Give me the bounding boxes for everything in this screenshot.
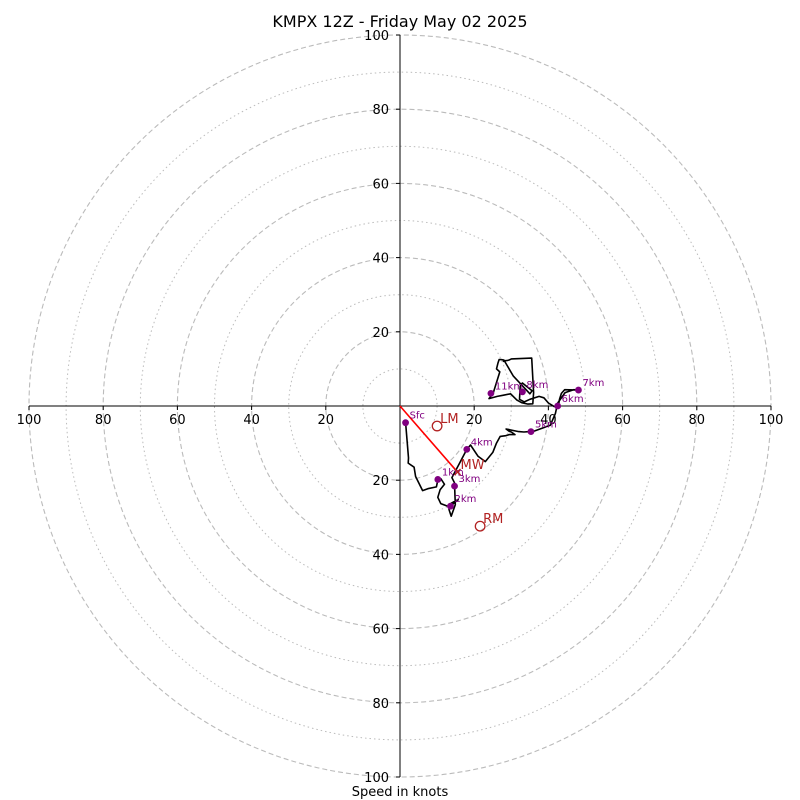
height-marker	[487, 389, 495, 397]
height-marker-label: 11km	[495, 381, 523, 392]
height-marker-label: 7km	[582, 378, 604, 389]
x-tick-label: 20	[318, 413, 335, 428]
height-marker	[554, 402, 562, 410]
height-marker	[402, 419, 409, 427]
height-marker	[519, 388, 526, 396]
x-tick-label: 40	[540, 413, 557, 428]
height-marker	[451, 482, 458, 490]
height-marker-label: 6km	[562, 394, 584, 405]
chart-title: KMPX 12Z - Friday May 02 2025	[272, 12, 527, 31]
y-tick-label: 40	[372, 252, 389, 267]
y-tick-label: 60	[372, 177, 389, 192]
y-tick-label: 20	[372, 326, 389, 341]
motion-marker-label: RM	[483, 512, 503, 527]
height-marker	[463, 446, 471, 453]
height-marker-label: 2km	[454, 494, 476, 505]
x-tick-label: 80	[689, 413, 706, 428]
y-tick-label: 100	[364, 29, 389, 44]
x-axis-label: Speed in knots	[352, 785, 449, 800]
mean-wind-vector	[399, 405, 459, 473]
y-tick-label: 100	[364, 771, 389, 786]
x-tick-label: 40	[243, 413, 260, 428]
motion-marker	[454, 468, 461, 476]
x-tick-label: 100	[759, 413, 784, 428]
mean-wind-vector-group	[399, 405, 459, 473]
x-tick-label: 60	[169, 413, 186, 428]
height-marker-label: 1km	[442, 467, 464, 478]
height-marker	[527, 428, 535, 435]
height-marker	[447, 502, 454, 510]
height-marker-label: Sfc	[410, 411, 425, 422]
height-marker-label: 5km	[535, 420, 557, 431]
x-tick-label: 20	[466, 413, 483, 428]
motion-marker	[474, 520, 486, 532]
storm-motion-markers: LM MW RM	[431, 412, 503, 532]
y-tick-label: 40	[372, 548, 389, 563]
motion-marker-label: MW	[461, 458, 485, 473]
tick-labels: 100 80 60 40 20 20 40 60 80 100 100 80 60 40 20 20 40 60 8…	[17, 29, 784, 786]
x-tick-label: 60	[614, 413, 631, 428]
x-tick-label: 80	[95, 413, 112, 428]
y-tick-label: 80	[372, 697, 389, 712]
y-tick-label: 80	[372, 103, 389, 118]
motion-marker	[431, 420, 443, 432]
y-tick-label: 20	[372, 474, 389, 489]
height-marker	[434, 476, 442, 483]
x-tick-label: 100	[17, 413, 42, 428]
height-marker-label: 3km	[459, 474, 481, 485]
height-marker-label: 8km	[526, 380, 548, 391]
motion-marker-label: LM	[440, 412, 458, 427]
height-marker-label: 4km	[471, 437, 493, 448]
height-marker	[575, 386, 582, 394]
y-tick-label: 60	[372, 623, 389, 638]
